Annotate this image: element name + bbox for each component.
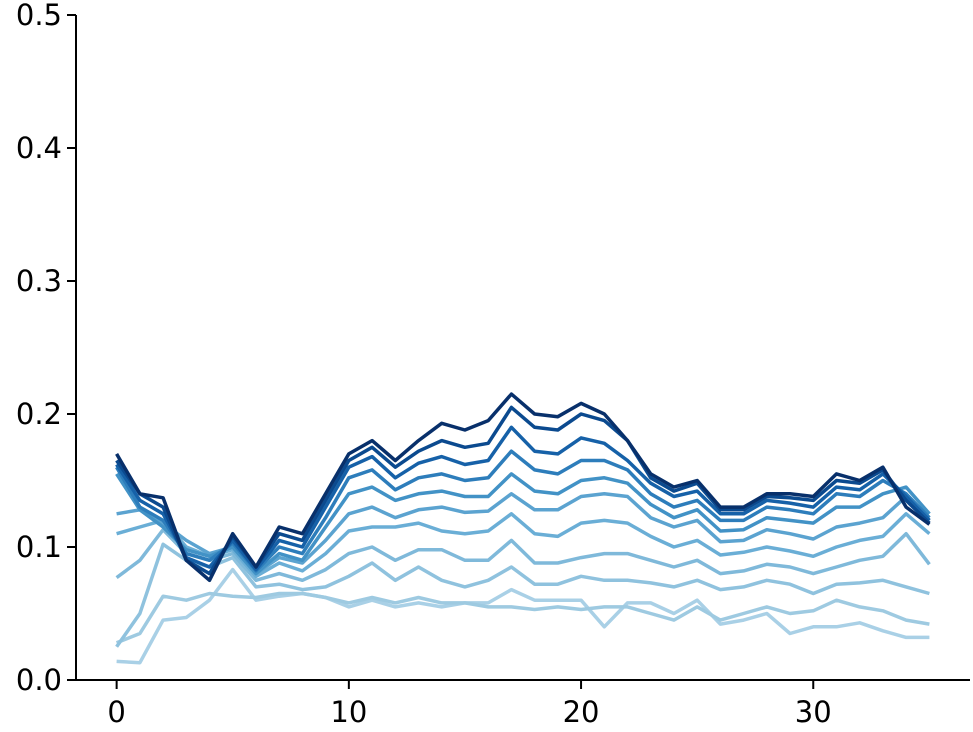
series-line xyxy=(115,591,930,645)
x-tick-label: 10 xyxy=(330,695,367,728)
series-line xyxy=(115,392,931,583)
y-tick-label: 0.1 xyxy=(16,530,62,564)
y-tick-label: 0.2 xyxy=(16,397,62,431)
series-line xyxy=(116,567,930,665)
series-line xyxy=(116,512,931,579)
x-tick-label: 30 xyxy=(795,695,832,728)
y-tick-label: 0.0 xyxy=(16,663,62,697)
series-line xyxy=(115,472,931,576)
y-tick-label: 0.5 xyxy=(16,0,62,32)
series-line xyxy=(115,527,931,583)
y-tick-label: 0.4 xyxy=(16,131,62,165)
x-tick-label: 20 xyxy=(563,695,600,728)
y-tick-label: 0.3 xyxy=(16,264,62,298)
series-line xyxy=(115,542,930,648)
x-tick-label: 0 xyxy=(107,695,125,728)
